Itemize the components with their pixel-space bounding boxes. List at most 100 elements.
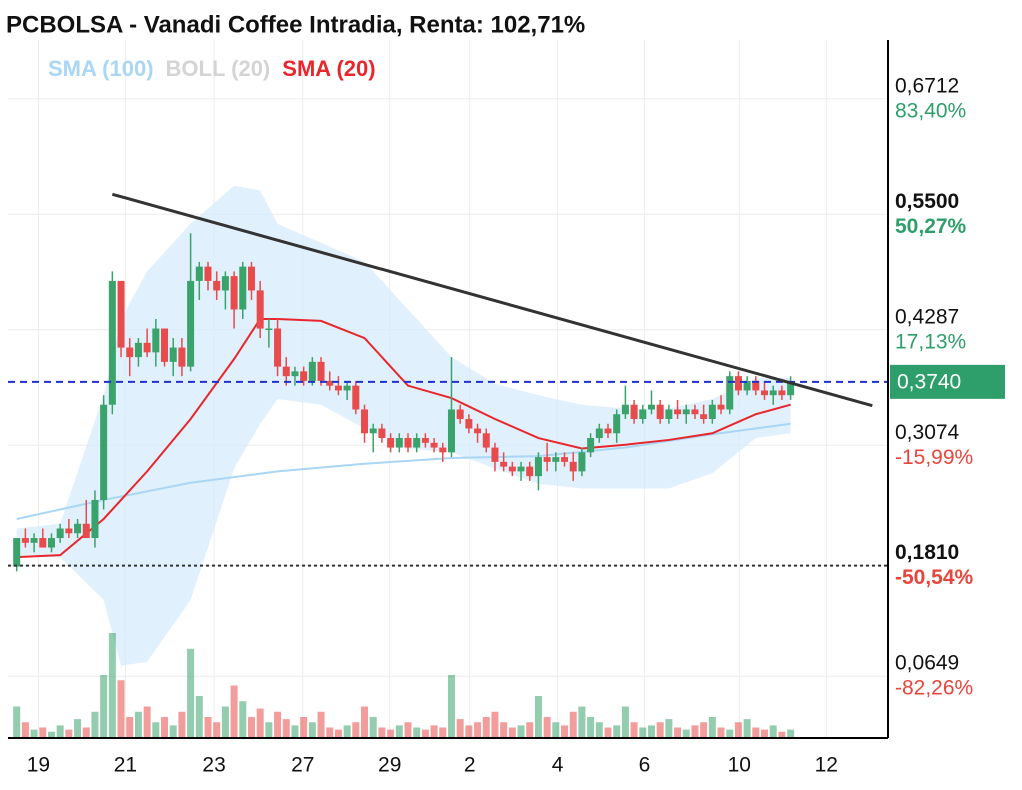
volume-bar: [13, 706, 21, 738]
volume-bar: [769, 725, 777, 738]
volume-bar: [352, 722, 360, 738]
candle-body: [187, 280, 195, 367]
volume-bar: [256, 708, 264, 738]
volume-bar: [152, 722, 160, 738]
candle-body: [56, 528, 64, 539]
volume-bar: [117, 680, 125, 738]
y-tick-return-label: 17,13%: [895, 330, 966, 353]
volume-bar: [465, 725, 473, 738]
candle-body: [334, 385, 342, 391]
candle-body: [82, 523, 90, 539]
bollinger-band: [16, 185, 791, 666]
volume-bar: [230, 685, 238, 738]
candle-body: [734, 376, 742, 391]
volume-bar: [413, 727, 421, 738]
x-tick-label: 23: [202, 754, 225, 777]
volume-bar: [134, 711, 142, 738]
candle-body: [343, 385, 351, 391]
volume-bar: [395, 725, 403, 738]
candle-body: [552, 457, 560, 462]
legend-entry: SMA (100): [48, 56, 154, 81]
candle-body: [369, 428, 377, 434]
candle-body: [100, 404, 108, 500]
candle-body: [787, 381, 795, 396]
volume-bar: [482, 717, 490, 738]
candle-body: [700, 414, 708, 419]
y-tick-return-label: -82,26%: [895, 677, 973, 700]
candle-body: [421, 438, 429, 443]
candle-body: [474, 428, 482, 434]
volume-bar: [326, 727, 334, 738]
x-tick-label: 19: [27, 754, 50, 777]
candle-body: [39, 538, 47, 548]
volume-bar: [274, 711, 282, 738]
moving-average-line: [16, 318, 791, 559]
candle-body: [65, 528, 73, 534]
x-tick-label: 10: [728, 754, 751, 777]
y-tick-label: 0,0649: [895, 652, 959, 675]
volume-bar: [361, 706, 369, 738]
candle-body: [595, 428, 603, 439]
candle-body: [256, 290, 264, 329]
candle-body: [769, 390, 777, 396]
volume-bar: [126, 717, 134, 738]
candle-body: [413, 438, 421, 448]
volume-bar: [21, 722, 29, 738]
volume-bar: [508, 727, 516, 738]
candle-body: [674, 409, 682, 415]
candle-body: [508, 466, 516, 472]
x-tick-label: 12: [815, 754, 838, 777]
volume-bar: [178, 711, 186, 738]
volume-bar: [665, 719, 673, 738]
candle-body: [291, 371, 299, 377]
candle-body: [265, 328, 273, 331]
candle-body: [621, 404, 629, 415]
candle-body: [526, 466, 534, 477]
volume-bar: [291, 725, 299, 738]
candle-body: [378, 428, 386, 439]
x-tick-label: 21: [114, 754, 137, 777]
volume-bar: [613, 725, 621, 738]
candle-body: [395, 438, 403, 448]
candle-body: [74, 523, 82, 534]
volume-bar: [787, 729, 795, 738]
volume-bar: [717, 727, 725, 738]
candle-body: [274, 328, 282, 367]
volume-bar: [534, 696, 542, 738]
volume-bar: [491, 711, 499, 738]
volume-bar: [421, 729, 429, 738]
volume-bar: [56, 725, 64, 738]
candle-body: [221, 276, 229, 291]
trend-line: [111, 192, 873, 408]
x-tick-label: 27: [291, 754, 314, 777]
candle-body: [708, 404, 716, 419]
candle-body: [317, 361, 325, 381]
candle-body: [517, 466, 525, 472]
volume-bar: [708, 717, 716, 738]
last-price-tag: [890, 364, 1005, 399]
volume-bar: [265, 722, 273, 738]
volume-bar: [143, 706, 151, 738]
candle-body: [195, 266, 203, 281]
candle-body: [630, 404, 638, 419]
volume-bar: [47, 731, 55, 738]
x-tick-label: 29: [378, 754, 401, 777]
candle-body: [213, 280, 221, 291]
x-tick-label: 2: [464, 754, 476, 777]
candle-body: [326, 380, 334, 386]
candle-body: [239, 266, 247, 310]
volume-bar: [621, 706, 629, 738]
candle-body: [126, 347, 134, 358]
volume-bar: [778, 731, 786, 738]
candle-body: [282, 366, 290, 377]
volume-bar: [595, 722, 603, 738]
candle-body: [743, 380, 751, 391]
candle-body: [778, 390, 786, 396]
candle-body: [578, 452, 586, 472]
volume-bar: [369, 717, 377, 738]
volume-bar: [161, 717, 169, 738]
volume-bar: [526, 722, 534, 738]
candle-body: [682, 409, 690, 415]
chart-title: PCBOLSA - Vanadi Coffee Intradia, Renta:…: [6, 11, 585, 38]
